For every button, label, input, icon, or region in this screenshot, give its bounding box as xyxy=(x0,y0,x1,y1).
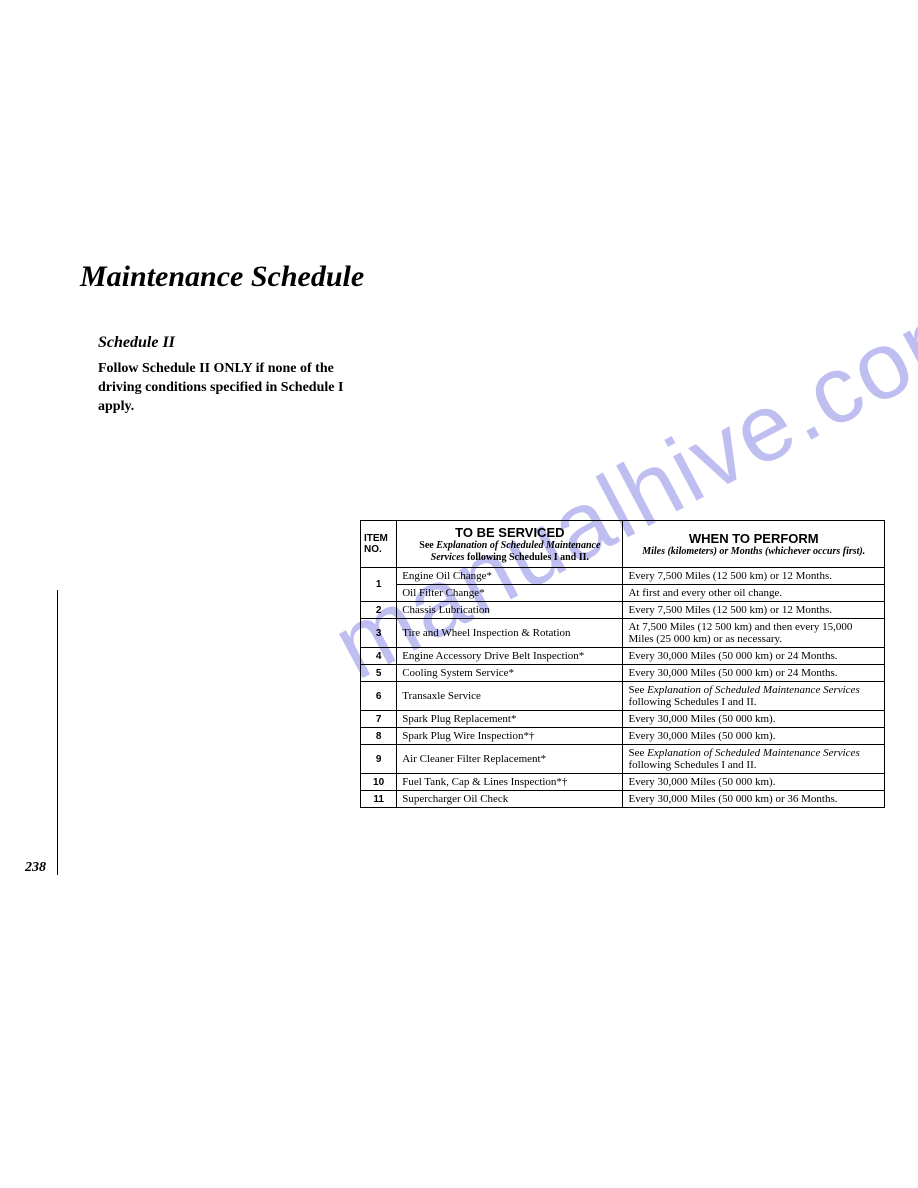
table-row: 3 Tire and Wheel Inspection & Rotation A… xyxy=(361,619,885,648)
section-title: Schedule II xyxy=(98,334,890,352)
cell-item-no: 6 xyxy=(361,682,397,711)
th-when-main: WHEN TO PERFORM xyxy=(629,531,878,546)
th-service-main: TO BE SERVICED xyxy=(403,525,616,540)
cell-service: Cooling System Service* xyxy=(397,665,623,682)
cell-service: Supercharger Oil Check xyxy=(397,791,623,808)
cell-when-italic: Explanation of Scheduled Maintenance Ser… xyxy=(647,684,860,696)
table-row: 1 Engine Oil Change* Every 7,500 Miles (… xyxy=(361,568,885,585)
cell-item-no: 7 xyxy=(361,711,397,728)
th-service-sub-prefix: See xyxy=(419,540,436,551)
table-row: 9 Air Cleaner Filter Replacement* See Ex… xyxy=(361,745,885,774)
cell-service: Engine Oil Change* xyxy=(397,568,623,585)
cell-when-suffix: following Schedules I and II. xyxy=(628,696,756,708)
cell-service: Oil Filter Change* xyxy=(397,585,623,602)
cell-when: At first and every other oil change. xyxy=(623,585,885,602)
cell-service: Spark Plug Wire Inspection*† xyxy=(397,728,623,745)
cell-when-prefix: See xyxy=(628,747,647,759)
cell-service: Transaxle Service xyxy=(397,682,623,711)
cell-service: Fuel Tank, Cap & Lines Inspection*† xyxy=(397,774,623,791)
cell-service: Spark Plug Replacement* xyxy=(397,711,623,728)
cell-when: Every 30,000 Miles (50 000 km). xyxy=(623,728,885,745)
page-number: 238 xyxy=(25,860,46,876)
table-row: 6 Transaxle Service See Explanation of S… xyxy=(361,682,885,711)
cell-item-no: 8 xyxy=(361,728,397,745)
table-row: Oil Filter Change* At first and every ot… xyxy=(361,585,885,602)
cell-service: Tire and Wheel Inspection & Rotation xyxy=(397,619,623,648)
cell-item-no: 1 xyxy=(361,568,397,602)
th-when-sub: Miles (kilometers) or Months (whichever … xyxy=(629,546,878,558)
th-service-sub-suffix: following Schedules I and II. xyxy=(465,552,589,563)
cell-when-suffix: following Schedules I and II. xyxy=(628,759,756,771)
cell-item-no: 9 xyxy=(361,745,397,774)
cell-service: Engine Accessory Drive Belt Inspection* xyxy=(397,648,623,665)
cell-item-no: 11 xyxy=(361,791,397,808)
cell-service: Chassis Lubrication xyxy=(397,602,623,619)
intro-text: Follow Schedule II ONLY if none of the d… xyxy=(98,360,378,417)
table-row: 5 Cooling System Service* Every 30,000 M… xyxy=(361,665,885,682)
maintenance-table-wrap: ITEM NO. TO BE SERVICED See Explanation … xyxy=(360,520,885,808)
cell-service: Air Cleaner Filter Replacement* xyxy=(397,745,623,774)
cell-when: Every 30,000 Miles (50 000 km) or 24 Mon… xyxy=(623,648,885,665)
table-row: 4 Engine Accessory Drive Belt Inspection… xyxy=(361,648,885,665)
cell-when-italic: Explanation of Scheduled Maintenance Ser… xyxy=(647,747,860,759)
cell-item-no: 4 xyxy=(361,648,397,665)
table-row: 2 Chassis Lubrication Every 7,500 Miles … xyxy=(361,602,885,619)
table-header-row: ITEM NO. TO BE SERVICED See Explanation … xyxy=(361,521,885,568)
table-row: 10 Fuel Tank, Cap & Lines Inspection*† E… xyxy=(361,774,885,791)
cell-when: At 7,500 Miles (12 500 km) and then ever… xyxy=(623,619,885,648)
cell-when: See Explanation of Scheduled Maintenance… xyxy=(623,682,885,711)
cell-when: Every 7,500 Miles (12 500 km) or 12 Mont… xyxy=(623,602,885,619)
page-title: Maintenance Schedule xyxy=(80,260,890,294)
table-row: 7 Spark Plug Replacement* Every 30,000 M… xyxy=(361,711,885,728)
table-row: 11 Supercharger Oil Check Every 30,000 M… xyxy=(361,791,885,808)
cell-when: Every 30,000 Miles (50 000 km). xyxy=(623,774,885,791)
cell-item-no: 10 xyxy=(361,774,397,791)
cell-when: Every 7,500 Miles (12 500 km) or 12 Mont… xyxy=(623,568,885,585)
maintenance-table: ITEM NO. TO BE SERVICED See Explanation … xyxy=(360,520,885,808)
cell-item-no: 2 xyxy=(361,602,397,619)
th-service-sub: See Explanation of Scheduled Maintenance… xyxy=(403,540,616,563)
cell-when: Every 30,000 Miles (50 000 km). xyxy=(623,711,885,728)
cell-item-no: 3 xyxy=(361,619,397,648)
margin-line xyxy=(57,590,58,875)
th-service: TO BE SERVICED See Explanation of Schedu… xyxy=(397,521,623,568)
cell-when: Every 30,000 Miles (50 000 km) or 24 Mon… xyxy=(623,665,885,682)
cell-item-no: 5 xyxy=(361,665,397,682)
th-when: WHEN TO PERFORM Miles (kilometers) or Mo… xyxy=(623,521,885,568)
th-item-no: ITEM NO. xyxy=(361,521,397,568)
cell-when: Every 30,000 Miles (50 000 km) or 36 Mon… xyxy=(623,791,885,808)
page-content: Maintenance Schedule Schedule II Follow … xyxy=(80,260,890,417)
table-row: 8 Spark Plug Wire Inspection*† Every 30,… xyxy=(361,728,885,745)
cell-when: See Explanation of Scheduled Maintenance… xyxy=(623,745,885,774)
cell-when-prefix: See xyxy=(628,684,647,696)
